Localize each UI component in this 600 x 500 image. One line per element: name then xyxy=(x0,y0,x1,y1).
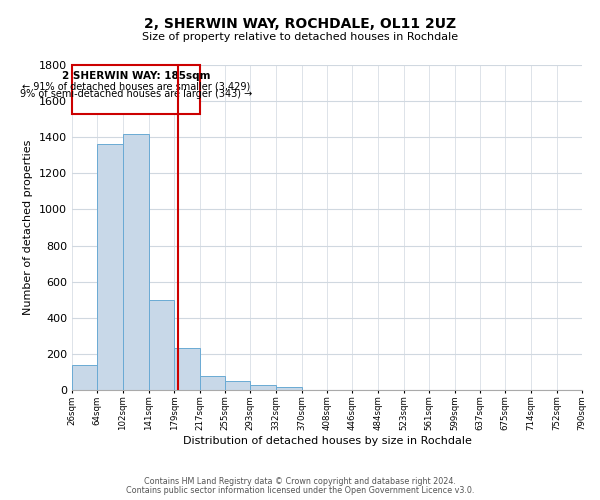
Text: Contains public sector information licensed under the Open Government Licence v3: Contains public sector information licen… xyxy=(126,486,474,495)
Bar xyxy=(72,65,199,114)
X-axis label: Distribution of detached houses by size in Rochdale: Distribution of detached houses by size … xyxy=(182,436,472,446)
Bar xyxy=(72,364,97,390)
Bar xyxy=(276,388,302,390)
Text: 9% of semi-detached houses are larger (343) →: 9% of semi-detached houses are larger (3… xyxy=(20,90,252,100)
Text: 2, SHERWIN WAY, ROCHDALE, OL11 2UZ: 2, SHERWIN WAY, ROCHDALE, OL11 2UZ xyxy=(144,18,456,32)
Bar xyxy=(225,381,250,390)
Bar xyxy=(123,134,149,390)
Text: ← 91% of detached houses are smaller (3,429): ← 91% of detached houses are smaller (3,… xyxy=(22,81,250,91)
Bar xyxy=(174,348,200,390)
Bar xyxy=(199,376,225,390)
Bar xyxy=(97,144,123,390)
Text: Contains HM Land Registry data © Crown copyright and database right 2024.: Contains HM Land Registry data © Crown c… xyxy=(144,477,456,486)
Text: 2 SHERWIN WAY: 185sqm: 2 SHERWIN WAY: 185sqm xyxy=(62,72,210,82)
Bar xyxy=(149,300,174,390)
Bar xyxy=(250,386,276,390)
Y-axis label: Number of detached properties: Number of detached properties xyxy=(23,140,34,315)
Text: Size of property relative to detached houses in Rochdale: Size of property relative to detached ho… xyxy=(142,32,458,42)
